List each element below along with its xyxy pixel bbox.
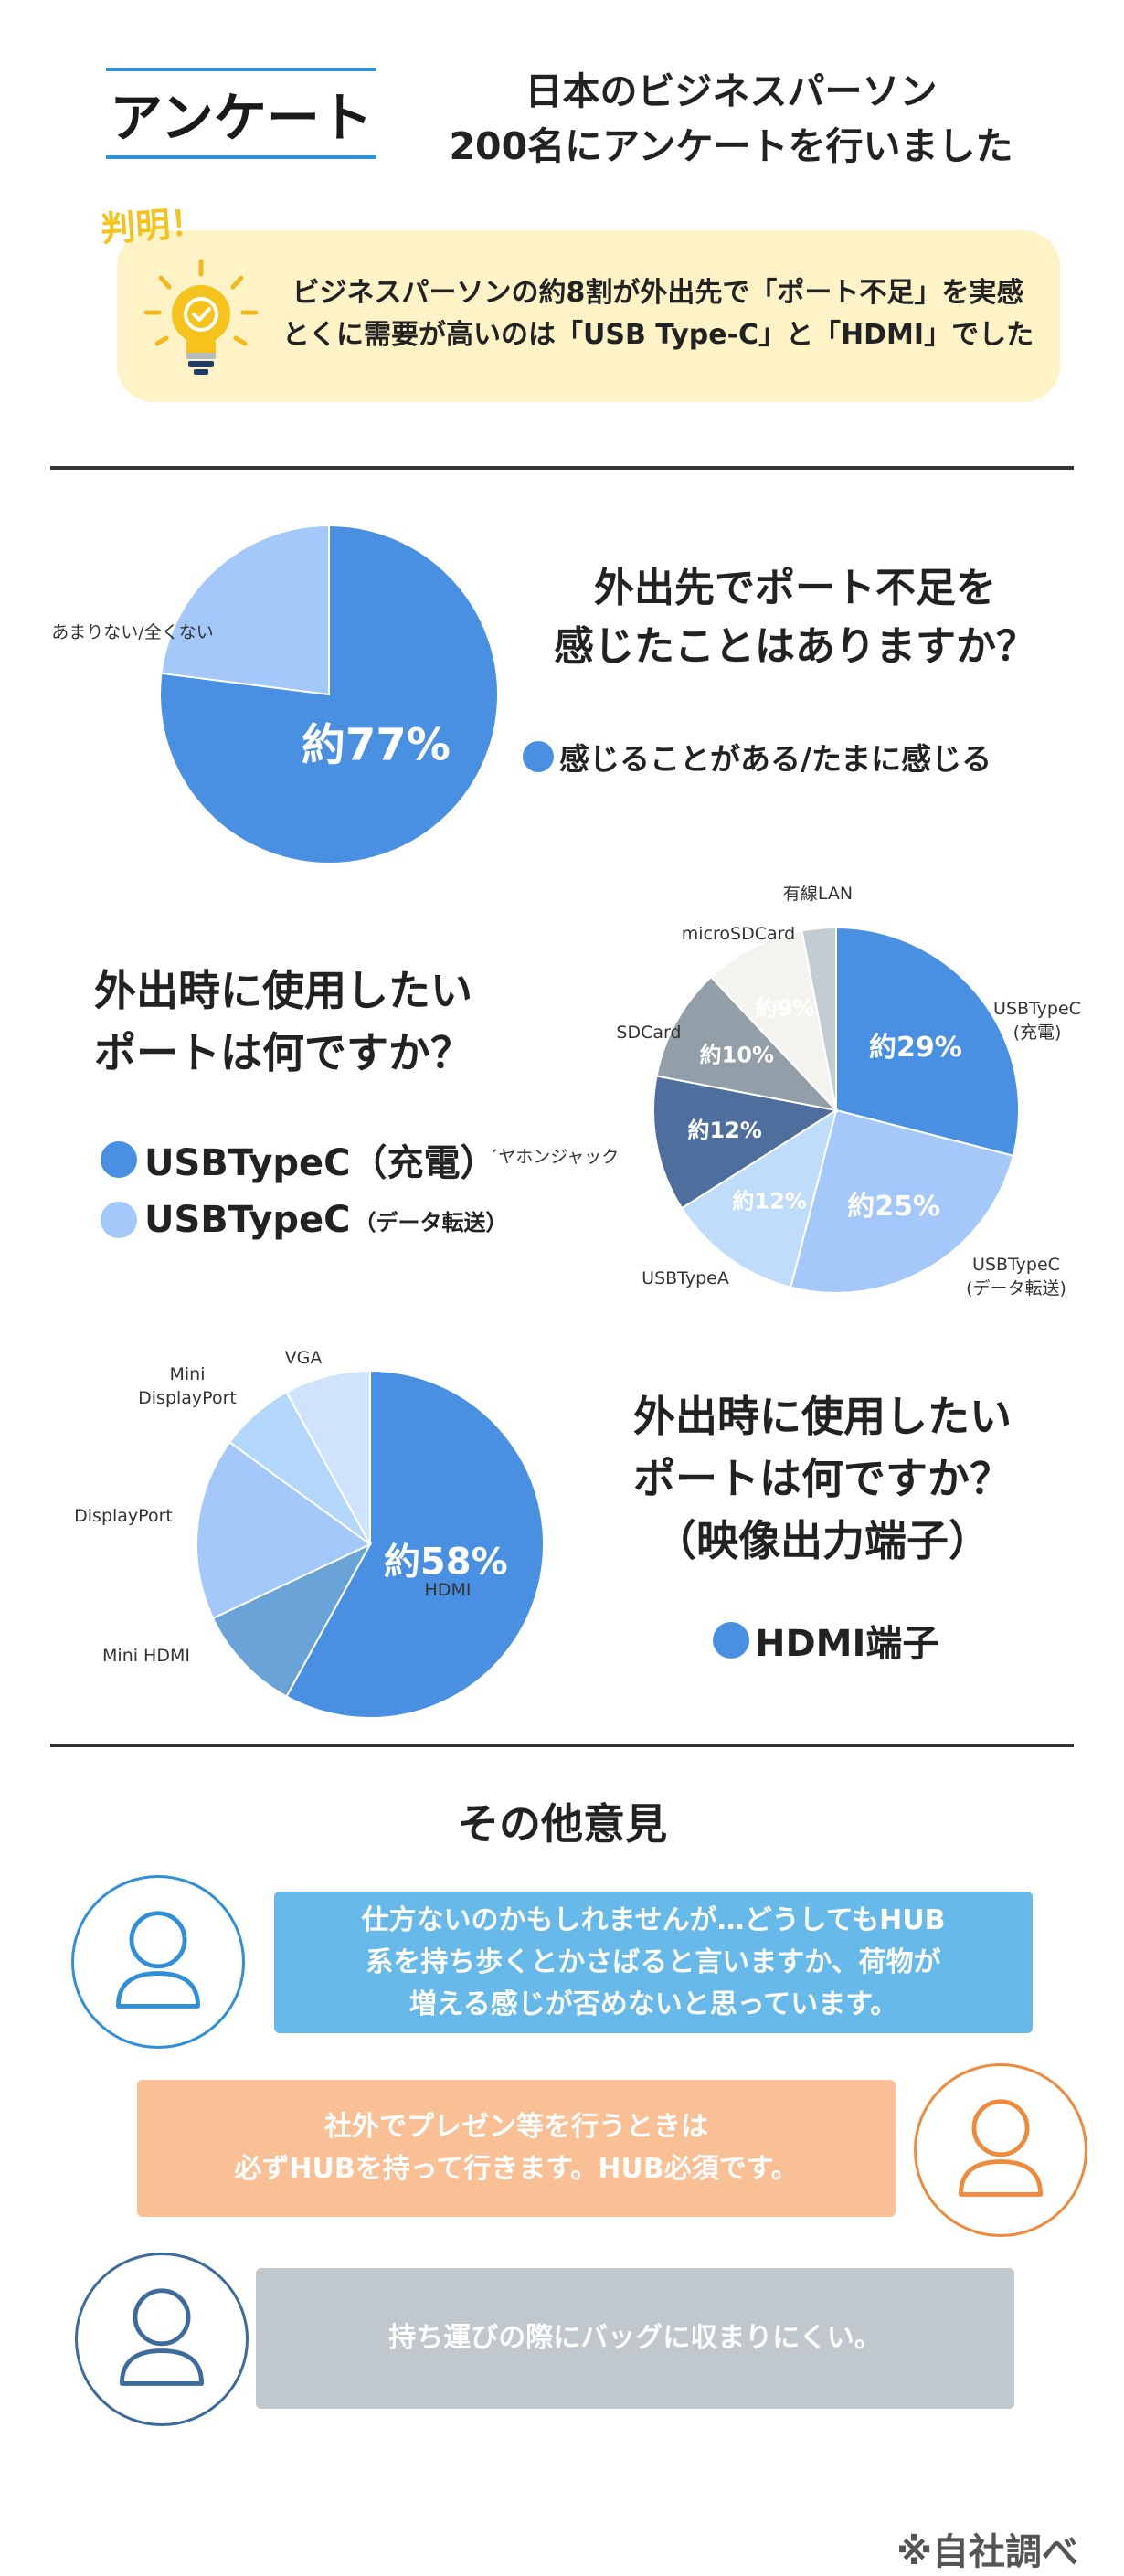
pie-chart-port-shortage: 約77% あまりない/全くない: [51, 524, 499, 864]
q1-title-line-1: 外出先でポート不足を: [594, 565, 996, 611]
finding-line-2: とくに需要が高いのは「USB Type-C」と「HDMI」でした: [281, 319, 1034, 351]
q2-title: 外出時に使用したい ポートは何ですか？: [55, 959, 512, 1084]
q3-legend: HDMI端子: [713, 1614, 938, 1667]
pie-slice: [709, 929, 838, 1114]
q1-title: 外出先でポート不足を 感じたことはありますか？: [512, 559, 1078, 676]
footnote: ※自社調べ: [896, 2531, 1078, 2573]
q2-legend-1: USBTypeC（充電）: [101, 1133, 497, 1186]
slice-name-label: microSDCard: [682, 924, 795, 944]
slice-name-label: Mini HDMI: [102, 1646, 190, 1666]
slice-name-label: SDCard: [616, 1023, 681, 1043]
q3-legend-label: HDMI端子: [755, 1623, 939, 1665]
finding-line-1: ビジネスパーソンの約8割が外出先で「ポート不足」を実感: [292, 277, 1024, 309]
pie-slice: [159, 524, 499, 864]
pie-slice: [835, 926, 1020, 1157]
q2-legend-1-label: USBTypeC（充電）: [144, 1142, 497, 1184]
pie-slice: [652, 1075, 839, 1210]
slice-name-label: イヤホンジャック: [493, 1147, 619, 1167]
avatar: [914, 2063, 1087, 2237]
page-subtitle: 日本のビジネスパーソン 200名にアンケートを行いました: [402, 64, 1060, 174]
slice-value-label: 約29%: [869, 1032, 962, 1064]
pie-chart-desired-ports: 約29% USBTypeC (充電) 約25% USBTypeC (データ転送) 約12% U…: [493, 884, 1081, 1299]
finding-box: [117, 230, 1060, 402]
slice-value-label: 約77%: [302, 719, 451, 770]
comment-bubble-1: 仕方ないのかもしれませんが…どうしてもHUB 系を持ち歩くとかさばると言いますか…: [274, 1892, 1033, 2033]
comment-bubble-2: 社外でプレゼン等を行うときは 必ずHUBを持って行きます。HUB必須です。: [137, 2080, 896, 2217]
pie-slice: [160, 524, 330, 696]
legend-dot: [523, 741, 554, 772]
subtitle-line-1: 日本のビジネスパーソン: [525, 69, 938, 113]
slice-value-label: 約25%: [847, 1191, 940, 1223]
finding-tag: 判明！: [99, 202, 207, 249]
slice-name-label: 有線LAN: [783, 884, 853, 904]
slice-name-label: USBTypeC (データ転送): [966, 1255, 1066, 1299]
q2-legend-2-sublabel: （データ転送）: [354, 1209, 508, 1235]
q1-legend: 感じることがある/たまに感じる: [523, 735, 991, 779]
user-icon: [116, 1911, 200, 2009]
pie-slice: [196, 1440, 372, 1620]
comment-bubble-3: 持ち運びの際にバッグに収まりにくい。: [256, 2268, 1014, 2409]
legend-dot: [101, 1202, 137, 1238]
pie-slice: [680, 1108, 838, 1288]
q1-legend-label: 感じることがある/たまに感じる: [559, 741, 992, 777]
slice-name-label: VGA: [285, 1348, 323, 1368]
q3-title-line-1: 外出時に使用したい: [633, 1392, 1012, 1441]
page-title: アンケート: [106, 68, 376, 159]
slice-name-label: USBTypeC (充電): [993, 999, 1081, 1043]
pie-chart-video-ports: 約58%HDMI Mini HDMI DisplayPort Mini DisplayP…: [74, 1348, 545, 1719]
slice-name-label: あまりない/全くない: [51, 622, 213, 642]
pie-slice: [285, 1369, 545, 1719]
pie-slice: [801, 926, 837, 1111]
subtitle-line-2: 200名にアンケートを行いました: [449, 124, 1013, 168]
q2-legend-2: USBTypeC （データ転送）: [101, 1199, 508, 1241]
avatar: [75, 2253, 249, 2426]
slice-name-label: Mini DisplayPort: [138, 1364, 237, 1408]
other-opinions-title: その他意見: [457, 1799, 667, 1849]
pie-slice: [655, 975, 839, 1112]
slice-name-label: HDMI: [425, 1580, 472, 1600]
q1-title-line-2: 感じたことはありますか？: [554, 623, 1036, 670]
slice-value-label: 約58%: [384, 1541, 508, 1583]
q3-title-line-3: （映像出力端子）: [654, 1516, 991, 1565]
section-divider: [50, 1744, 1074, 1747]
user-icon: [120, 2288, 204, 2386]
q2-legend-2-label: USBTypeC: [144, 1199, 351, 1241]
lightbulb-icon: [143, 259, 259, 375]
slice-value-label: 約9%: [755, 996, 814, 1022]
avatar: [71, 1875, 245, 2049]
user-icon: [959, 2099, 1043, 2197]
slice-value-label: 約10%: [700, 1042, 774, 1067]
slice-name-label: DisplayPort: [74, 1506, 173, 1526]
q3-title: 外出時に使用したい ポートは何ですか？ （映像出力端子）: [585, 1385, 1060, 1572]
q3-title-line-2: ポートは何ですか？: [633, 1454, 1012, 1503]
slice-value-label: 約12%: [732, 1188, 806, 1214]
slice-name-label: USBTypeA: [642, 1268, 729, 1288]
pie-slice: [285, 1369, 371, 1545]
q2-title-line-1: 外出時に使用したい: [94, 966, 472, 1015]
slice-value-label: 約12%: [687, 1118, 761, 1143]
q2-title-line-2: ポートは何ですか？: [94, 1028, 472, 1077]
finding-text: ビジネスパーソンの約8割が外出先で「ポート不足」を実感 とくに需要が高いのは「U…: [265, 272, 1051, 356]
legend-dot: [713, 1622, 749, 1659]
pie-slice: [790, 1108, 1014, 1294]
pie-slice: [211, 1542, 373, 1698]
legend-dot: [101, 1141, 137, 1178]
section-divider: [50, 466, 1074, 470]
